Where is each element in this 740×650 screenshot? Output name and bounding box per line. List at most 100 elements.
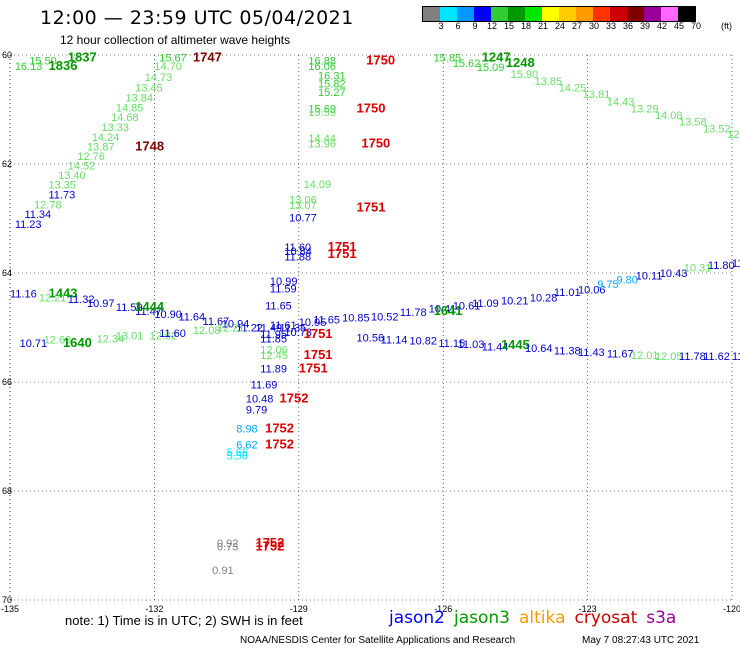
color-swatch [576,7,593,21]
pass-time-label: 1837 [68,50,97,65]
wave-height-label: 10.31 [684,263,712,275]
longitude-label: -123 [579,604,597,614]
latitude-label: 68 [2,486,12,496]
wave-height-label: 12.79 [727,129,740,141]
pass-time-label: 1748 [135,139,164,154]
wave-height-label: 6.62 [236,440,257,452]
pass-time-label: 1752 [265,437,294,452]
wave-height-label: 13.06 [289,194,317,206]
wave-height-label: 14.44 [308,133,336,145]
wave-height-label: 14.85 [116,102,144,114]
wave-height-label: 11.59 [116,302,143,314]
wave-height-label: 11.49 [255,323,282,335]
wave-height-label: 15.27 [318,87,346,99]
wave-height-label: 11.89 [260,363,287,375]
wave-height-label: 12.63 [44,334,72,346]
wave-height-label: 0.73 [217,542,238,554]
wave-height-label: 12.21 [217,323,245,335]
pass-time-label: 1752 [280,390,309,405]
color-swatch [440,7,457,21]
wave-height-label: 10.85 [342,313,370,325]
wave-height-label: 11.80 [708,260,735,272]
longitude-label: -120 [723,604,740,614]
wave-height-label: 11.64 [178,312,205,324]
color-scale-label: 21 [537,21,549,31]
wave-height-label: 12.08 [193,325,221,337]
satellite-legend-jason3: jason3 [454,608,510,628]
satellite-legend-cryosat: cryosat [574,608,638,628]
pass-time-label: 1836 [49,58,78,73]
color-scale-unit: (ft) [721,21,732,31]
wave-height-label: 13.35 [49,180,77,192]
wave-height-label: 10.71 [20,338,48,350]
longitude-label: -132 [145,604,163,614]
pass-time-label: 1751 [304,326,333,341]
wave-height-label: 15.09 [477,62,505,74]
wave-height-label: 15.85 [434,53,462,65]
wave-height-label: 14.08 [655,110,683,122]
longitude-label: -135 [1,604,19,614]
satellite-legend-jason2: jason2 [389,608,445,628]
color-scale-label: 45 [673,21,685,31]
wave-height-label: 11.35 [280,323,307,335]
page-subtitle: 12 hour collection of altimeter wave hei… [60,33,291,47]
wave-height-label: 11.59 [270,283,297,295]
wave-height-label: 10.61 [453,301,481,313]
latitude-label: 66 [2,377,12,387]
color-swatch [559,7,576,21]
wave-height-label: 13.45 [135,83,163,95]
wave-height-label: 11.60 [159,328,186,340]
pass-time-label: 1751 [299,360,328,375]
wave-height-label: 13.01 [116,331,144,343]
credit-line: NOAA/NESDIS Center for Satellite Applica… [240,635,516,646]
wave-height-label: 14.52 [68,161,96,173]
wave-height-label: 12.45 [260,350,288,362]
wave-height-label: 10.84 [284,246,312,258]
pass-time-label: 1752 [255,539,284,554]
pass-time-label: 1248 [506,55,535,70]
wave-height-label: 15.82 [318,78,346,90]
wave-height-label: 11.44 [482,342,509,354]
wave-height-label: 16.06 [308,61,336,73]
wave-height-label: 10.56 [357,332,385,344]
color-scale-label: 36 [622,21,634,31]
wave-height-label: 8.98 [236,423,257,435]
color-swatch [678,7,695,21]
wave-height-label: 15.50 [29,55,57,67]
wave-height-label: 9.79 [246,404,267,416]
wave-height-label: 10.97 [87,298,115,310]
longitude-label: -126 [434,604,452,614]
wave-height-label: 13.96 [308,138,336,150]
wave-height-label: 11.69 [251,380,278,392]
longitude-label: -129 [290,604,308,614]
footnote: note: 1) Time is in UTC; 2) SWH is in fe… [65,613,303,628]
color-swatch [593,7,610,21]
wave-height-label: 10.06 [578,284,606,296]
pass-time-label: 1751 [357,200,386,215]
pass-time-label: 1750 [366,52,395,67]
color-scale-label: 6 [455,21,461,31]
wave-height-label: 10.48 [246,393,274,405]
wave-height-label: 14.24 [92,132,120,144]
page-title: 12:00 — 23:59 UTC 05/04/2021 [40,7,354,29]
color-scale-labels: 3 6 9 12 15 18 21 24 27 30 33 36 39 42 45 70 [422,21,732,33]
color-swatch [610,7,627,21]
pass-time-label: 1751 [328,246,357,261]
color-scale-label: 70 [690,21,702,31]
wave-height-label: 11.78 [400,307,427,319]
wave-height-label: 16.13 [15,61,43,73]
wave-height-label: 12.62 [150,331,178,343]
wave-height-label: 10.77 [289,212,317,224]
wave-height-label: 5.66 [227,447,248,459]
wave-height-label: 16.88 [308,55,336,67]
color-scale-label: 27 [571,21,583,31]
wave-height-label: 11.03 [458,339,485,351]
pass-time-label: 1751 [328,239,357,254]
wave-height-label: 10.28 [530,293,558,305]
pass-time-label: 1751 [304,347,333,362]
color-scale-label: 24 [554,21,566,31]
wave-height-label: 11.88 [284,252,311,264]
wave-height-label: 10.95 [299,317,327,329]
wave-height-label: 15.69 [308,103,336,115]
wave-height-label: 12.21 [39,293,67,305]
